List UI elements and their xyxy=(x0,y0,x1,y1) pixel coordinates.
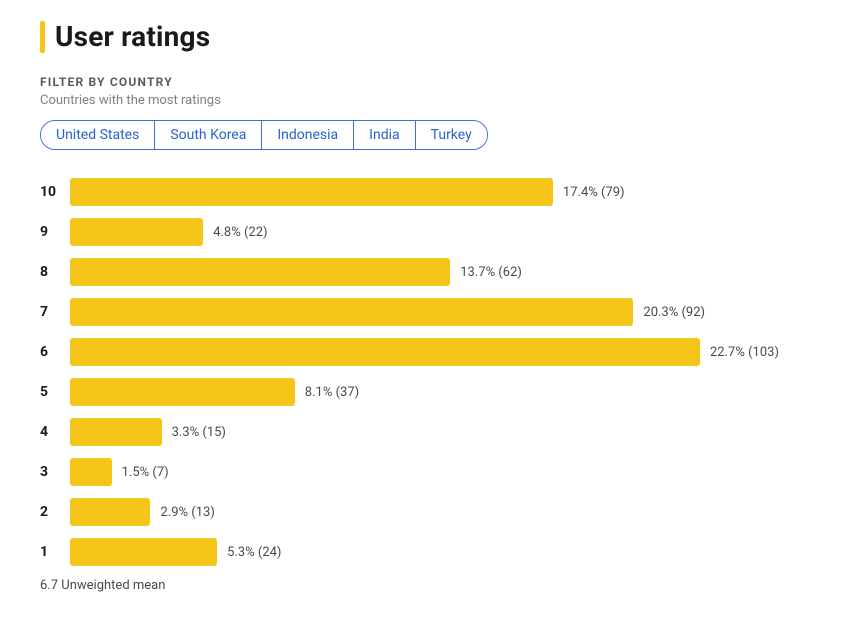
filter-label: FILTER BY COUNTRY xyxy=(40,75,828,89)
row-label: 10 xyxy=(40,184,70,200)
bar-value-label: 4.8% (22) xyxy=(213,225,267,240)
bar-track: 13.7% (62) xyxy=(70,258,828,286)
ratings-chart: 10 17.4% (79) 9 4.8% (22) 8 13.7% (62) 7 20.3% … xyxy=(40,178,828,566)
chart-row: 4 3.3% (15) xyxy=(40,418,828,446)
bar-track: 2.9% (13) xyxy=(70,498,828,526)
filter-chip[interactable]: United States xyxy=(41,121,155,149)
row-label: 9 xyxy=(40,224,70,240)
chart-row: 6 22.7% (103) xyxy=(40,338,828,366)
row-label: 8 xyxy=(40,264,70,280)
bar-track: 5.3% (24) xyxy=(70,538,828,566)
bar-value-label: 20.3% (92) xyxy=(643,305,705,320)
rating-bar xyxy=(70,418,162,446)
chart-row: 8 13.7% (62) xyxy=(40,258,828,286)
rating-bar xyxy=(70,298,633,326)
filter-subtitle: Countries with the most ratings xyxy=(40,93,828,108)
rating-bar xyxy=(70,218,203,246)
bar-track: 20.3% (92) xyxy=(70,298,828,326)
filter-chip[interactable]: South Korea xyxy=(155,121,262,149)
chart-row: 3 1.5% (7) xyxy=(40,458,828,486)
rating-bar xyxy=(70,178,553,206)
filter-chip[interactable]: Turkey xyxy=(416,121,487,149)
row-label: 5 xyxy=(40,384,70,400)
chart-row: 1 5.3% (24) xyxy=(40,538,828,566)
bar-track: 22.7% (103) xyxy=(70,338,828,366)
rating-bar xyxy=(70,338,700,366)
row-label: 2 xyxy=(40,504,70,520)
chart-row: 2 2.9% (13) xyxy=(40,498,828,526)
bar-value-label: 2.9% (13) xyxy=(160,505,214,520)
row-label: 1 xyxy=(40,544,70,560)
chart-row: 9 4.8% (22) xyxy=(40,218,828,246)
filter-chip[interactable]: India xyxy=(354,121,415,149)
rating-bar xyxy=(70,378,295,406)
chart-row: 5 8.1% (37) xyxy=(40,378,828,406)
bar-value-label: 1.5% (7) xyxy=(122,465,169,480)
bar-track: 8.1% (37) xyxy=(70,378,828,406)
bar-value-label: 8.1% (37) xyxy=(305,385,359,400)
bar-value-label: 13.7% (62) xyxy=(460,265,522,280)
bar-track: 1.5% (7) xyxy=(70,458,828,486)
rating-bar xyxy=(70,458,112,486)
bar-value-label: 3.3% (15) xyxy=(172,425,226,440)
row-label: 7 xyxy=(40,304,70,320)
page-title: User ratings xyxy=(55,20,210,53)
rating-bar xyxy=(70,498,150,526)
mean-footer: 6.7 Unweighted mean xyxy=(40,578,828,593)
rating-bar xyxy=(70,538,217,566)
filter-chip-group: United StatesSouth KoreaIndonesiaIndiaTu… xyxy=(40,120,488,150)
mean-value: 6.7 xyxy=(40,578,58,593)
bar-value-label: 22.7% (103) xyxy=(710,345,779,360)
rating-bar xyxy=(70,258,450,286)
bar-value-label: 5.3% (24) xyxy=(227,545,281,560)
chart-row: 10 17.4% (79) xyxy=(40,178,828,206)
bar-track: 3.3% (15) xyxy=(70,418,828,446)
row-label: 3 xyxy=(40,464,70,480)
title-section: User ratings xyxy=(40,20,828,53)
chart-row: 7 20.3% (92) xyxy=(40,298,828,326)
bar-value-label: 17.4% (79) xyxy=(563,185,625,200)
bar-track: 4.8% (22) xyxy=(70,218,828,246)
row-label: 4 xyxy=(40,424,70,440)
mean-label: Unweighted mean xyxy=(61,578,165,593)
bar-track: 17.4% (79) xyxy=(70,178,828,206)
filter-chip[interactable]: Indonesia xyxy=(262,121,354,149)
row-label: 6 xyxy=(40,344,70,360)
title-accent-bar xyxy=(40,21,45,53)
filter-section: FILTER BY COUNTRY Countries with the mos… xyxy=(40,75,828,150)
